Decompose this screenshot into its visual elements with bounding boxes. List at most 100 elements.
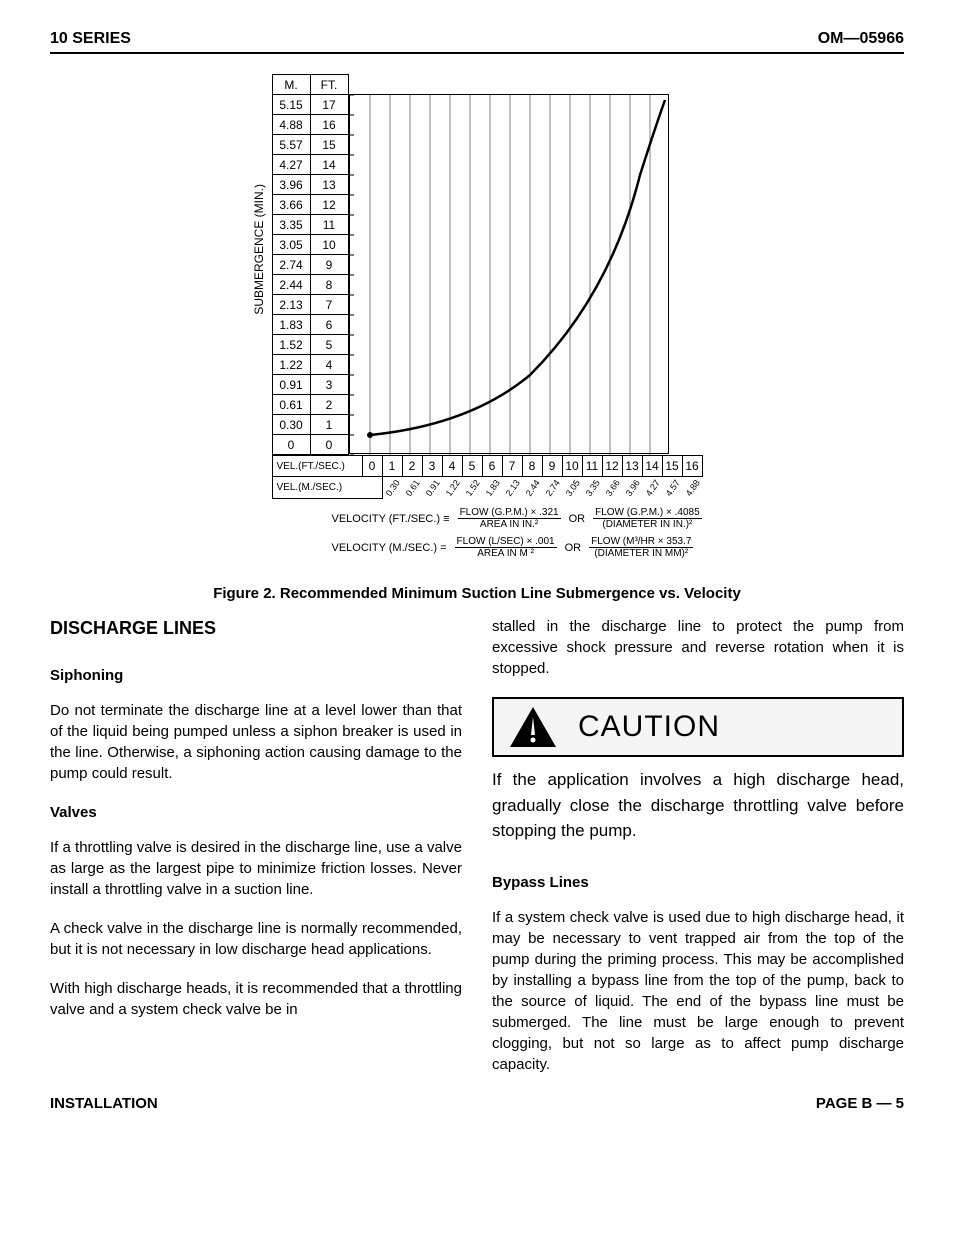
x-cell: 4: [443, 455, 463, 477]
y-cell-m: 3.05: [272, 235, 310, 255]
x-cell: 16: [683, 455, 703, 477]
x-cell-m: 3.05: [563, 478, 581, 498]
or-text-1: OR: [569, 513, 586, 525]
chart-svg: [350, 95, 670, 455]
y-cell-ft: 1: [310, 415, 348, 435]
y-cell-m: 4.27: [272, 155, 310, 175]
x-cell: 1: [383, 455, 403, 477]
chart-container: SUBMERGENCE (MIN.) M. FT. 5.15174.88165.…: [50, 74, 904, 565]
y-cell-ft: 9: [310, 255, 348, 275]
x-cell-m: 2.44: [523, 478, 541, 498]
y-cell-m: 0.61: [272, 395, 310, 415]
y-row: 2.448: [272, 275, 348, 295]
y-cell-ft: 3: [310, 375, 348, 395]
x-cell: 7: [503, 455, 523, 477]
y-cell-ft: 7: [310, 295, 348, 315]
y-cell-m: 2.44: [272, 275, 310, 295]
y-header-m: M.: [272, 75, 310, 95]
y-cell-ft: 14: [310, 155, 348, 175]
header-left: 10 SERIES: [50, 30, 131, 48]
y-row: 1.224: [272, 355, 348, 375]
formula-block: VELOCITY (FT./SEC.) ≡ FLOW (G.P.M.) × .3…: [332, 507, 703, 559]
y-row: 4.2714: [272, 155, 348, 175]
para-bypass: If a system check valve is used due to h…: [492, 907, 904, 1075]
y-cell-ft: 12: [310, 195, 348, 215]
y-row: 5.1517: [272, 95, 348, 115]
y-cell-m: 0.91: [272, 375, 310, 395]
y-cell-ft: 11: [310, 215, 348, 235]
x-cell: 8: [523, 455, 543, 477]
formula-label-2: VELOCITY (M./SEC.) =: [332, 542, 447, 554]
x-cell-m: 0.30: [383, 478, 401, 498]
y-cell-ft: 15: [310, 135, 348, 155]
y-axis-table: M. FT. 5.15174.88165.57154.27143.96133.6…: [272, 74, 349, 455]
formula-row-1: VELOCITY (FT./SEC.) ≡ FLOW (G.P.M.) × .3…: [332, 507, 703, 530]
figure-caption: Figure 2. Recommended Minimum Suction Li…: [50, 585, 904, 602]
caution-box: CAUTION: [492, 697, 904, 757]
y-cell-m: 2.74: [272, 255, 310, 275]
x-cell-m: 3.66: [603, 478, 621, 498]
x-cell: 11: [583, 455, 603, 477]
right-column: stalled in the discharge line to protect…: [492, 616, 904, 1075]
y-cell-m: 0: [272, 435, 310, 455]
x-axis-row-ft: VEL.(FT./SEC.)012345678910111213141516: [272, 455, 703, 477]
y-cell-m: 1.22: [272, 355, 310, 375]
y-cell-ft: 8: [310, 275, 348, 295]
fraction-2b: FLOW (M³/HR × 353.7 (DIAMETER IN MM)²: [589, 536, 693, 559]
y-cell-m: 3.35: [272, 215, 310, 235]
y-cell-m: 5.15: [272, 95, 310, 115]
y-row: 0.612: [272, 395, 348, 415]
subhead-bypass: Bypass Lines: [492, 872, 904, 893]
page-header: 10 SERIES OM—05966: [50, 30, 904, 54]
formula-label-1: VELOCITY (FT./SEC.) ≡: [332, 513, 450, 525]
formula-row-2: VELOCITY (M./SEC.) = FLOW (L/SEC) × .001…: [332, 536, 703, 559]
page-footer: INSTALLATION PAGE B — 5: [50, 1095, 904, 1112]
y-cell-m: 4.88: [272, 115, 310, 135]
x-cell-m: 3.96: [623, 478, 641, 498]
y-cell-m: 5.57: [272, 135, 310, 155]
para-siphoning: Do not terminate the discharge line at a…: [50, 700, 462, 784]
y-row: 4.8816: [272, 115, 348, 135]
x-axis-row-m: VEL.(M./SEC.)0.300.610.911.221.521.832.1…: [272, 477, 703, 499]
x-cell: 3: [423, 455, 443, 477]
y-cell-ft: 4: [310, 355, 348, 375]
warning-icon: [508, 705, 558, 749]
y-cell-m: 0.30: [272, 415, 310, 435]
para-valves-3: With high discharge heads, it is recomme…: [50, 978, 462, 1020]
y-row: 3.0510: [272, 235, 348, 255]
y-row: 1.525: [272, 335, 348, 355]
x-cell: 14: [643, 455, 663, 477]
x-cell: 12: [603, 455, 623, 477]
y-axis-label: SUBMERGENCE (MIN.): [252, 184, 266, 315]
y-cell-ft: 5: [310, 335, 348, 355]
y-row: 1.836: [272, 315, 348, 335]
fraction-1a: FLOW (G.P.M.) × .321 AREA IN IN.²: [458, 507, 561, 530]
x-label-m: VEL.(M./SEC.): [272, 477, 383, 499]
fraction-1b: FLOW (G.P.M.) × .4085 (DIAMETER IN IN.)²: [593, 507, 702, 530]
y-header-row: M. FT.: [272, 75, 348, 95]
text-columns: DISCHARGE LINES Siphoning Do not termina…: [50, 616, 904, 1075]
x-cell: 9: [543, 455, 563, 477]
x-cell-m: 1.22: [443, 478, 461, 498]
or-text-2: OR: [565, 542, 582, 554]
x-cell-m: 1.52: [463, 478, 481, 498]
y-cell-ft: 6: [310, 315, 348, 335]
y-cell-ft: 10: [310, 235, 348, 255]
x-cell: 13: [623, 455, 643, 477]
y-row: 2.137: [272, 295, 348, 315]
y-row: 3.9613: [272, 175, 348, 195]
footer-right: PAGE B — 5: [816, 1095, 904, 1112]
y-cell-ft: 17: [310, 95, 348, 115]
y-cell-m: 1.83: [272, 315, 310, 335]
x-label-ft: VEL.(FT./SEC.): [272, 455, 363, 477]
header-right: OM—05966: [818, 30, 904, 48]
y-header-ft: FT.: [310, 75, 348, 95]
y-row: 2.749: [272, 255, 348, 275]
para-cont: stalled in the discharge line to protect…: [492, 616, 904, 679]
plot-area: [349, 94, 669, 454]
submergence-curve: [370, 100, 665, 435]
x-cell: 6: [483, 455, 503, 477]
para-valves-2: A check valve in the discharge line is n…: [50, 918, 462, 960]
y-cell-m: 1.52: [272, 335, 310, 355]
y-cell-ft: 2: [310, 395, 348, 415]
